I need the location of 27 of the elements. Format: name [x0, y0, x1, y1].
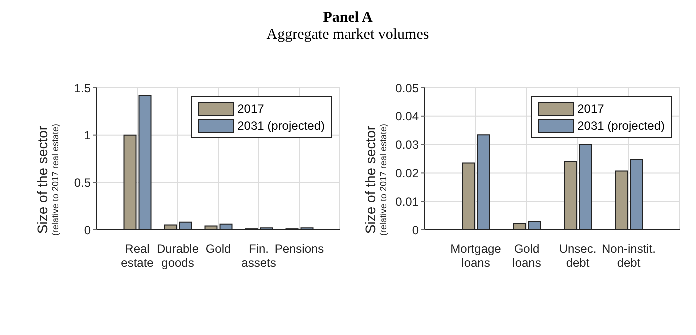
legend-label: 2017	[238, 102, 264, 116]
y-axis-title: Size of the sector (relative to 2017 real estate)	[34, 124, 62, 236]
y-tick-label: 0.01	[396, 194, 420, 209]
x-tick-label: Real estate	[121, 242, 154, 270]
y-tick-label: 0.03	[396, 138, 420, 152]
legend-label: 2017	[578, 102, 604, 116]
x-tick-label: Fin. assets	[242, 242, 276, 270]
x-tick-label: Unsec. debt	[559, 242, 597, 270]
y-tick-label: 0.02	[396, 166, 420, 180]
x-tick-label: Durable goods	[156, 242, 200, 270]
y-tick-label: 0.05	[396, 81, 420, 96]
legend-label: 2031 (projected)	[578, 118, 665, 132]
x-tick-label: Mortgage loans	[450, 242, 502, 270]
legend-label: 2031 (projected)	[238, 118, 325, 132]
y-tick-label: 0	[412, 223, 420, 238]
x-tick-label: Gold loans	[512, 242, 542, 270]
y-axis-title: Size of the sector (relative to 2017 real estate)	[362, 124, 390, 236]
y-tick-label: 1.5	[74, 81, 92, 96]
y-tick-label: 1	[84, 128, 92, 143]
y-tick-label: 0	[84, 223, 92, 238]
y-tick-label: 0.04	[396, 110, 420, 124]
x-tick-label: Non-instit. debt	[602, 242, 656, 270]
chart-title: Panel A	[322, 10, 374, 27]
x-tick-label: Gold	[206, 242, 232, 256]
y-tick-label: 0.5	[74, 176, 92, 190]
x-tick-label: Pensions	[274, 242, 324, 256]
chart-subtitle: Aggregate market volumes	[266, 27, 430, 44]
